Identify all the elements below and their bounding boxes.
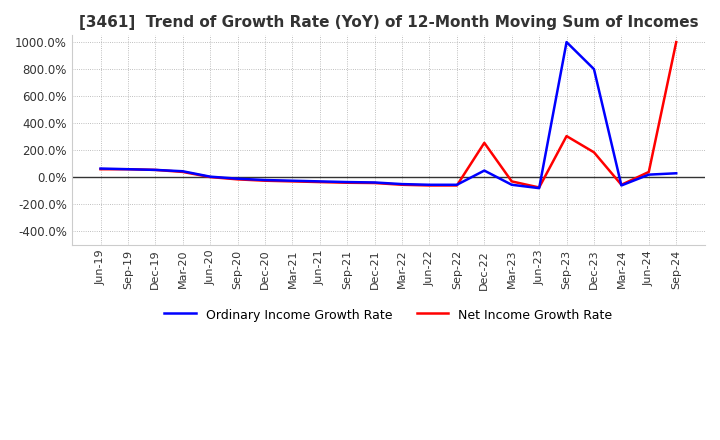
Ordinary Income Growth Rate — [590, 66, 598, 72]
Line: Net Income Growth Rate: Net Income Growth Rate — [101, 42, 676, 187]
Net Income Growth Rate — [151, 167, 160, 172]
Net Income Growth Rate — [453, 183, 462, 188]
Ordinary Income Growth Rate — [233, 176, 242, 181]
Net Income Growth Rate — [124, 167, 132, 172]
Ordinary Income Growth Rate — [562, 40, 571, 45]
Ordinary Income Growth Rate — [151, 167, 160, 172]
Net Income Growth Rate — [233, 177, 242, 182]
Net Income Growth Rate — [672, 40, 680, 45]
Ordinary Income Growth Rate — [370, 180, 379, 185]
Net Income Growth Rate — [480, 140, 489, 146]
Net Income Growth Rate — [179, 169, 187, 175]
Net Income Growth Rate — [206, 174, 215, 180]
Ordinary Income Growth Rate — [426, 182, 434, 187]
Net Income Growth Rate — [426, 183, 434, 188]
Net Income Growth Rate — [617, 182, 626, 187]
Ordinary Income Growth Rate — [206, 174, 215, 179]
Ordinary Income Growth Rate — [617, 183, 626, 188]
Ordinary Income Growth Rate — [96, 166, 105, 171]
Legend: Ordinary Income Growth Rate, Net Income Growth Rate: Ordinary Income Growth Rate, Net Income … — [159, 303, 618, 327]
Ordinary Income Growth Rate — [288, 178, 297, 183]
Net Income Growth Rate — [508, 179, 516, 184]
Ordinary Income Growth Rate — [535, 186, 544, 191]
Line: Ordinary Income Growth Rate: Ordinary Income Growth Rate — [101, 42, 676, 188]
Net Income Growth Rate — [261, 178, 269, 183]
Ordinary Income Growth Rate — [124, 167, 132, 172]
Net Income Growth Rate — [343, 180, 351, 185]
Ordinary Income Growth Rate — [315, 179, 324, 184]
Net Income Growth Rate — [315, 180, 324, 185]
Net Income Growth Rate — [590, 150, 598, 155]
Ordinary Income Growth Rate — [644, 172, 653, 177]
Net Income Growth Rate — [535, 185, 544, 190]
Net Income Growth Rate — [370, 180, 379, 186]
Ordinary Income Growth Rate — [261, 177, 269, 183]
Ordinary Income Growth Rate — [179, 169, 187, 174]
Net Income Growth Rate — [397, 182, 406, 187]
Net Income Growth Rate — [644, 169, 653, 175]
Ordinary Income Growth Rate — [480, 168, 489, 173]
Ordinary Income Growth Rate — [453, 182, 462, 187]
Title: [3461]  Trend of Growth Rate (YoY) of 12-Month Moving Sum of Incomes: [3461] Trend of Growth Rate (YoY) of 12-… — [78, 15, 698, 30]
Ordinary Income Growth Rate — [508, 182, 516, 187]
Ordinary Income Growth Rate — [343, 180, 351, 185]
Net Income Growth Rate — [96, 167, 105, 172]
Ordinary Income Growth Rate — [397, 181, 406, 187]
Net Income Growth Rate — [288, 179, 297, 184]
Ordinary Income Growth Rate — [672, 171, 680, 176]
Net Income Growth Rate — [562, 133, 571, 139]
